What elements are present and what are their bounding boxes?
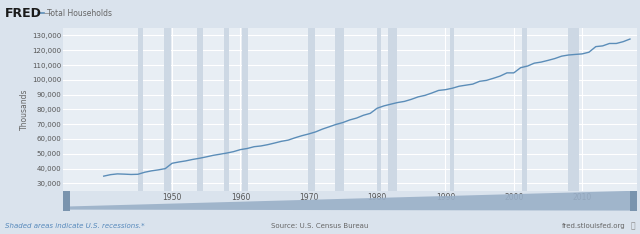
Bar — [630, 191, 637, 211]
Text: Total Households: Total Households — [47, 9, 113, 18]
Bar — [164, 28, 171, 191]
Polygon shape — [63, 191, 637, 211]
Text: Shaded areas indicate U.S. recessions.*: Shaded areas indicate U.S. recessions.* — [5, 223, 145, 229]
Text: fred.stlouisfed.org: fred.stlouisfed.org — [563, 223, 626, 229]
Bar — [377, 28, 381, 191]
Bar — [522, 28, 527, 191]
Bar — [224, 28, 230, 191]
Text: —: — — [44, 9, 52, 18]
Bar — [449, 28, 454, 191]
Bar — [63, 191, 70, 211]
Bar — [568, 28, 579, 191]
Bar — [138, 28, 143, 191]
Text: Source: U.S. Census Bureau: Source: U.S. Census Bureau — [271, 223, 369, 229]
Bar — [335, 28, 344, 191]
Bar — [196, 28, 203, 191]
Bar — [308, 28, 315, 191]
Text: ⤡: ⤡ — [631, 221, 636, 230]
Y-axis label: Thousands: Thousands — [20, 89, 29, 130]
Bar — [388, 28, 397, 191]
Bar — [243, 28, 248, 191]
Text: FRED: FRED — [5, 7, 42, 20]
